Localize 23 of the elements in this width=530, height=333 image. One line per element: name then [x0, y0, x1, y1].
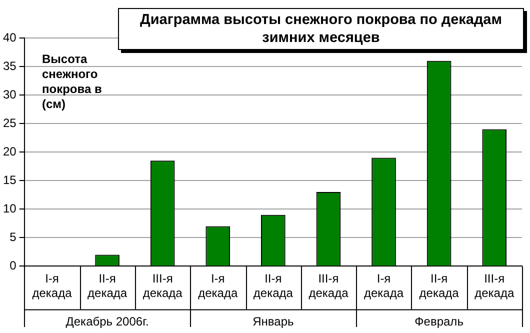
y-axis-title: Высота снежного покрова в (см) — [42, 52, 103, 112]
x-tick-label: I-я декада — [198, 272, 238, 300]
chart-title: Диаграмма высоты снежного покрова по декадам зимних месяцев — [118, 8, 524, 50]
y-tick-label: 15 — [2, 172, 17, 187]
y-tick-label: 25 — [2, 116, 17, 130]
y-tick-label: 40 — [2, 30, 17, 44]
y-tick-label: 10 — [2, 201, 17, 216]
x-tick-label: III-я декада — [308, 272, 349, 300]
x-tick-label: III-я декада — [474, 272, 514, 300]
x-tick-label: I-я декада — [32, 272, 72, 300]
text: Январь — [252, 314, 294, 329]
x-tick-label: II-я декада — [88, 272, 128, 300]
x-tick-label: II-я декада — [253, 272, 294, 300]
text: Декабрь 2006г. — [66, 314, 149, 329]
y-tick-label: 5 — [10, 230, 17, 244]
x-tick-label: III-я декада — [142, 272, 183, 300]
x-tick-label: I-я декада — [364, 272, 404, 300]
y-tick-label: 0 — [10, 258, 17, 273]
text: Февраль — [414, 314, 464, 329]
y-tick-label: 30 — [2, 87, 17, 102]
x-tick-label: II-я декада — [419, 272, 460, 300]
y-tick-label: 20 — [2, 144, 17, 158]
y-tick-label: 35 — [2, 58, 17, 73]
